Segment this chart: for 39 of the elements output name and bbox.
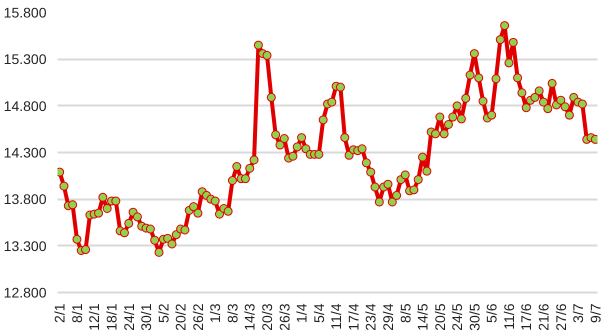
y-tick-label: 13.300 <box>4 238 47 254</box>
y-tick-label: 13.800 <box>4 191 47 208</box>
x-tick-label: 14/5 <box>414 303 431 331</box>
y-tick-label: 14.800 <box>4 98 47 114</box>
x-tick-label: 23/4 <box>362 303 379 331</box>
x-tick-label: 30/1 <box>138 303 154 331</box>
x-tick-label: 17/4 <box>345 303 362 331</box>
x-tick-label: 12/1 <box>86 303 102 331</box>
y-tick-label: 14.300 <box>4 144 47 160</box>
x-tick-label: 11/4 <box>328 303 344 330</box>
x-tick-label: 26/3 <box>276 303 292 331</box>
x-tick-label: 8/5 <box>397 303 414 323</box>
x-tick-label: 29/4 <box>380 303 396 331</box>
x-tick-label: 9/7 <box>587 303 604 323</box>
x-tick-label: 20/2 <box>172 303 189 331</box>
x-tick-label: 24/1 <box>120 303 137 331</box>
x-tick-label: 5/2 <box>155 303 172 323</box>
y-tick-label: 12.800 <box>4 284 47 300</box>
x-tick-label: 24/5 <box>449 303 466 331</box>
x-tick-label: 1/4 <box>294 303 310 323</box>
x-tick-label: 5/6 <box>484 303 500 323</box>
x-tick-label: 8/3 <box>224 303 240 323</box>
x-tick-label: 21/6 <box>536 303 552 331</box>
x-tick-label: 27/6 <box>552 303 569 331</box>
x-tick-label: 26/2 <box>190 303 206 331</box>
y-tick-label: 15.800 <box>4 4 47 20</box>
x-tick-label: 8/1 <box>68 303 85 323</box>
x-tick-label: 20/5 <box>432 303 448 331</box>
x-tick-label: 2/1 <box>52 303 68 323</box>
x-tick-label: 5/4 <box>310 303 327 323</box>
y-tick-label: 15.300 <box>4 51 47 68</box>
x-tick-label: 1/3 <box>207 303 224 323</box>
x-tick-label: 11/6 <box>500 303 517 330</box>
x-tick-label: 17/6 <box>518 303 534 331</box>
x-tick-label: 18/1 <box>104 303 120 331</box>
x-tick-label: 20/3 <box>259 303 276 331</box>
x-tick-label: 30/5 <box>466 303 482 331</box>
x-tick-label: 14/3 <box>242 303 258 331</box>
x-tick-label: 3/7 <box>570 303 586 323</box>
